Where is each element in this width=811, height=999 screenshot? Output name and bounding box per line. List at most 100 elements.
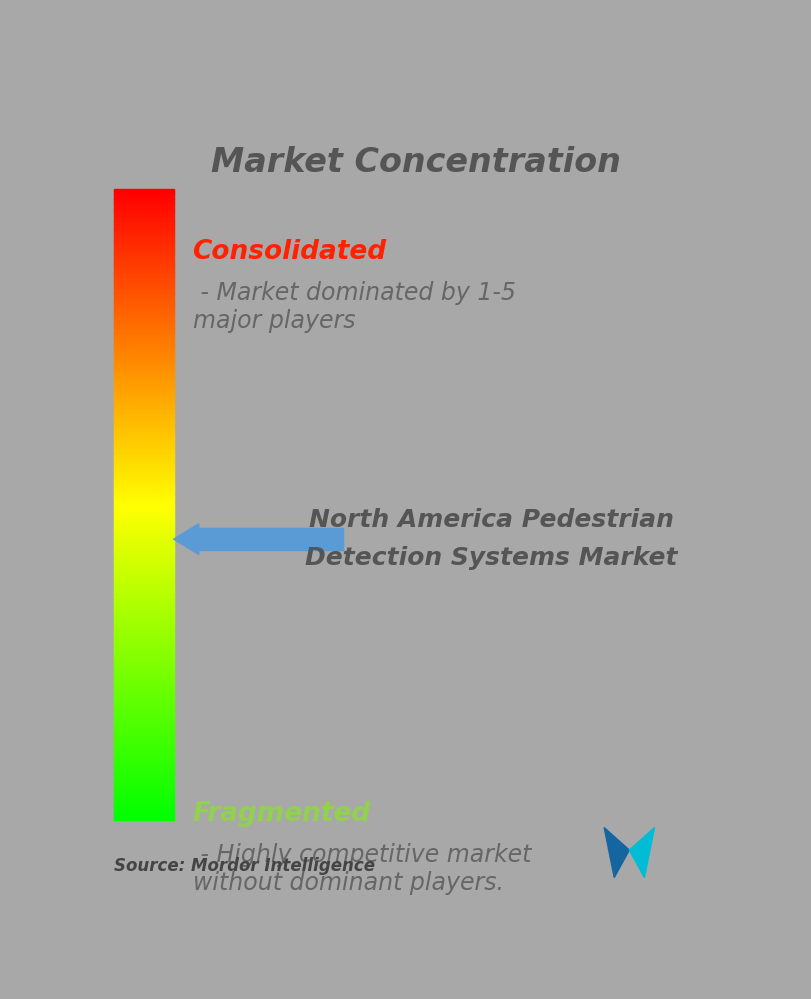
Bar [114, 224, 174, 226]
Bar [114, 301, 174, 303]
Polygon shape [604, 827, 629, 877]
Bar [114, 699, 174, 701]
Bar [114, 418, 174, 420]
Bar [114, 723, 174, 725]
Text: Detection Systems Market: Detection Systems Market [305, 546, 677, 570]
Bar [114, 478, 174, 480]
Bar [114, 399, 174, 401]
Bar [114, 367, 174, 369]
Bar [114, 220, 174, 222]
Bar [114, 541, 174, 543]
Bar [114, 217, 174, 219]
Bar [114, 252, 174, 254]
Bar [114, 775, 174, 777]
Bar [114, 198, 174, 200]
Bar [114, 377, 174, 379]
Bar [114, 249, 174, 251]
Bar [114, 500, 174, 501]
Bar [114, 725, 174, 727]
Bar [114, 701, 174, 703]
Bar [114, 213, 174, 215]
Bar [114, 570, 174, 572]
Bar [114, 457, 174, 459]
Bar [114, 554, 174, 556]
Bar [114, 502, 174, 504]
Bar [114, 490, 174, 492]
Bar [114, 744, 174, 746]
Bar [114, 617, 174, 619]
Bar [114, 781, 174, 783]
Bar [114, 586, 174, 588]
Bar [114, 624, 174, 626]
Bar [114, 527, 174, 529]
Bar [114, 710, 174, 712]
Bar [114, 495, 174, 497]
Bar [114, 800, 174, 802]
Bar [114, 715, 174, 717]
Bar [114, 622, 174, 624]
Bar [114, 336, 174, 338]
Bar [114, 666, 174, 668]
Bar [114, 575, 174, 577]
Bar [114, 435, 174, 437]
Bar [114, 410, 174, 412]
Bar [114, 627, 174, 629]
Bar [114, 413, 174, 415]
Bar [114, 355, 174, 357]
Bar [114, 470, 174, 472]
Bar [114, 665, 174, 667]
Bar [114, 655, 174, 657]
Bar [114, 298, 174, 300]
Bar [114, 402, 174, 404]
Bar [114, 333, 174, 335]
Bar [114, 526, 174, 528]
Bar [114, 726, 174, 728]
Bar [114, 225, 174, 227]
Bar [114, 293, 174, 295]
Bar [114, 241, 174, 243]
Bar [114, 391, 174, 393]
Bar [114, 685, 174, 687]
Bar [114, 573, 174, 575]
Bar [114, 815, 174, 817]
Bar [114, 597, 174, 599]
Text: - Market dominated by 1-5
major players: - Market dominated by 1-5 major players [192, 282, 515, 334]
Bar [114, 438, 174, 440]
Bar [114, 581, 174, 583]
Bar [114, 717, 174, 719]
Bar [114, 263, 174, 265]
Bar [114, 628, 174, 630]
Bar [114, 468, 174, 470]
Bar [114, 788, 174, 790]
Bar [114, 537, 174, 539]
Bar [114, 465, 174, 467]
Bar [114, 203, 174, 205]
Bar [114, 777, 174, 779]
Bar [114, 590, 174, 592]
Bar [114, 811, 174, 813]
Bar [114, 405, 174, 407]
Bar [114, 523, 174, 525]
Bar [114, 592, 174, 594]
Bar [114, 643, 174, 644]
Bar [114, 548, 174, 550]
Bar [114, 603, 174, 605]
Bar [114, 374, 174, 376]
Bar [114, 647, 174, 649]
Bar [114, 492, 174, 494]
Bar [114, 690, 174, 692]
Bar [114, 816, 174, 818]
Bar [114, 197, 174, 199]
Bar [114, 721, 174, 723]
Bar [114, 276, 174, 278]
Bar [114, 521, 174, 523]
Bar [114, 644, 174, 646]
Bar [114, 277, 174, 279]
Bar [114, 353, 174, 355]
Bar [114, 315, 174, 317]
Bar [114, 394, 174, 396]
Bar [114, 674, 174, 676]
Bar [114, 638, 174, 640]
Bar [114, 312, 174, 314]
Bar [114, 696, 174, 698]
